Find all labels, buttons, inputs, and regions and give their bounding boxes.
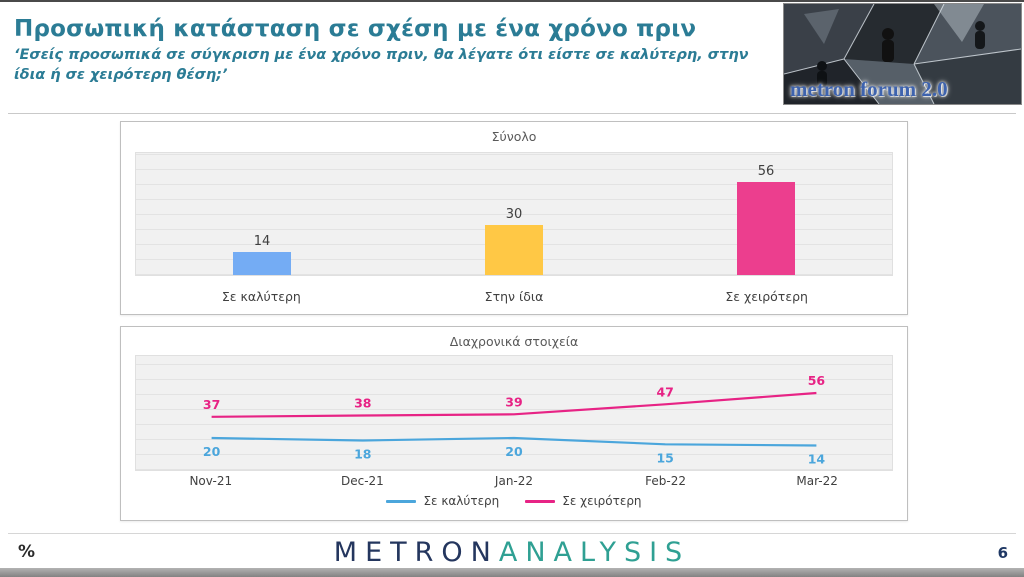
- line-x-tick-label: Mar-22: [796, 474, 838, 488]
- line-x-tick-label: Nov-21: [189, 474, 233, 488]
- legend-line-marker: [525, 499, 556, 503]
- bar-chart-category-axis: Σε καλύτερη Στην ίδια Σε χειρότερη: [135, 289, 893, 304]
- line-chart-legend: Σε καλύτερη Σε χειρότερη: [121, 494, 907, 508]
- metron-analysis-logo: METRONANALYSIS: [0, 537, 1024, 568]
- bar-category-label: Σε καλύτερη: [221, 289, 301, 304]
- page-subtitle: ‘Εσείς προσωπικά σε σύγκριση με ένα χρόν…: [14, 47, 749, 83]
- line-point-value-label: 20: [203, 444, 221, 459]
- line-x-tick-label: Jan-22: [494, 474, 534, 488]
- legend-label: Σε χειρότερη: [562, 494, 642, 508]
- page-title: Προσωπική κατάσταση σε σχέση με ένα χρόν…: [14, 16, 697, 42]
- bottom-border-bar: [0, 568, 1024, 577]
- page-number: 6: [997, 544, 1008, 562]
- bar-chart-card: Σύνολο 14 30 56 Σε καλύτερη Στην ίδια Σε χει…: [120, 121, 908, 315]
- line-point-value-label: 39: [505, 394, 522, 409]
- line-chart-svg: 20 18 20 15 14 37 38 39 47 56: [203, 373, 826, 467]
- header-divider: [8, 113, 1016, 114]
- legend-item: Σε χειρότερη: [525, 494, 642, 508]
- legend-label: Σε καλύτερη: [423, 494, 500, 508]
- footer-divider: [8, 533, 1016, 534]
- line-point-value-label: 14: [808, 452, 826, 467]
- brand-analysis: ANALYSIS: [498, 537, 691, 568]
- line-chart-card: Διαχρονικά στοιχεία 20 18 20 15 14 37 38 39 47 56…: [120, 326, 908, 521]
- top-border-line: [0, 0, 1024, 2]
- line-x-tick-label: Dec-21: [340, 474, 384, 488]
- line-point-value-label: 37: [203, 397, 220, 412]
- logo-text: metron forum 2.0: [790, 77, 948, 101]
- bar: [485, 225, 543, 275]
- line-point-value-label: 56: [808, 373, 826, 388]
- metron-forum-logo: metron forum 2.0: [783, 3, 1022, 105]
- bar-chart-plot-area: 14 30 56: [135, 152, 893, 276]
- line-chart-x-axis: Nov-21 Dec-21 Jan-22 Feb-22 Mar-22: [135, 474, 893, 488]
- bar-slot: 56: [640, 153, 892, 275]
- legend-item: Σε καλύτερη: [386, 494, 499, 508]
- line-point-value-label: 38: [354, 396, 371, 411]
- line-chart-plot-area: 20 18 20 15 14 37 38 39 47 56: [135, 355, 893, 471]
- bar-slot: 14: [136, 153, 388, 275]
- line-point-value-label: 18: [354, 447, 371, 462]
- line-series-worse: [211, 391, 817, 418]
- header: Προσωπική κατάσταση σε σχέση με ένα χρόν…: [14, 10, 779, 85]
- line-series-better: [211, 436, 817, 447]
- bar-category-label: Στην ίδια: [484, 289, 544, 304]
- bar-category-label: Σε χειρότερη: [725, 289, 808, 304]
- bar-value-label: 14: [253, 234, 271, 249]
- line-point-value-label: 20: [505, 444, 523, 459]
- bar: [233, 252, 291, 275]
- legend-line-marker: [386, 499, 417, 503]
- percent-unit-label: %: [18, 542, 36, 562]
- line-chart-title: Διαχρονικά στοιχεία: [449, 334, 579, 349]
- bar-chart-title: Σύνολο: [491, 129, 537, 144]
- brand-metron: METRON: [333, 537, 499, 568]
- line-x-tick-label: Feb-22: [645, 474, 686, 488]
- line-point-value-label: 15: [656, 450, 673, 465]
- bar-slot: 30: [388, 153, 640, 275]
- line-point-value-label: 47: [656, 384, 673, 399]
- logo-collage-art: [784, 4, 1021, 104]
- bar-value-label: 30: [505, 207, 523, 222]
- bar-value-label: 56: [757, 164, 775, 179]
- bar: [737, 182, 795, 275]
